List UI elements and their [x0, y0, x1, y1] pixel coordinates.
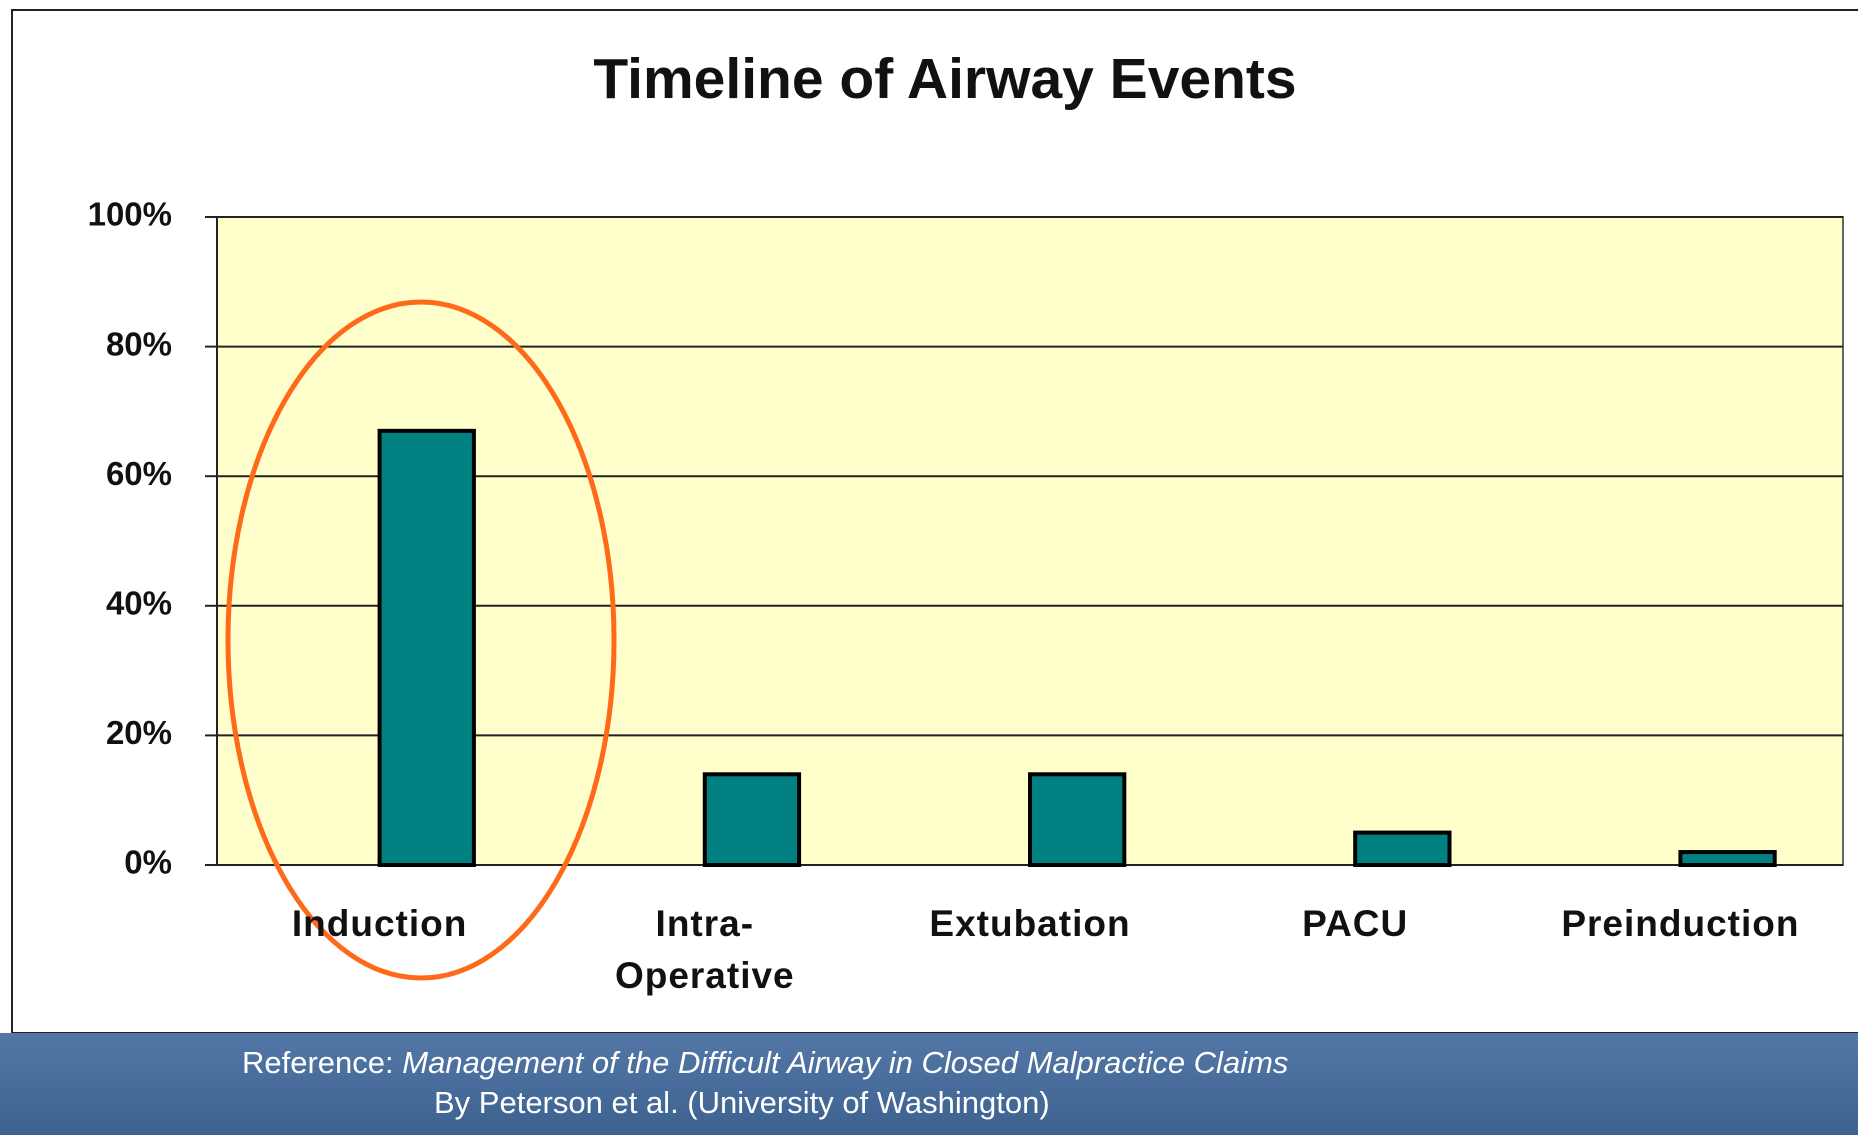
reference-source: Management of the Difficult Airway in Cl…	[402, 1045, 1289, 1080]
bar	[1353, 830, 1452, 867]
y-tick-label: 0%	[124, 844, 172, 881]
reference-authors: By Peterson et al. (University of Washin…	[434, 1085, 1050, 1120]
y-tick-label: 20%	[106, 714, 172, 751]
highlight-ellipse	[225, 299, 617, 981]
bar	[377, 428, 476, 867]
bar	[1678, 850, 1777, 867]
footer: Reference: Management of the Difficult A…	[0, 1033, 1858, 1135]
x-tick-label: Induction	[291, 903, 468, 944]
y-tick-label: 60%	[106, 455, 172, 492]
x-tick-label: Extubation	[929, 903, 1131, 944]
chart-title: Timeline of Airway Events	[593, 47, 1296, 111]
x-tick-label: PACU	[1302, 903, 1409, 944]
reference-line: Reference: Management of the Difficult A…	[242, 1045, 1288, 1081]
bar	[702, 772, 802, 868]
x-tick-label: Intra-Operative	[614, 903, 795, 996]
reference-prefix: Reference:	[242, 1045, 394, 1080]
y-tick-label: 40%	[106, 585, 172, 622]
bar	[1028, 772, 1127, 868]
chart: Timeline of Airway Events 0% 20% 40% 60% 80%…	[11, 9, 1858, 1033]
y-tick-label: 100%	[88, 196, 172, 233]
y-tick-label: 80%	[106, 325, 172, 362]
x-tick-label: Preinduction	[1561, 903, 1800, 944]
